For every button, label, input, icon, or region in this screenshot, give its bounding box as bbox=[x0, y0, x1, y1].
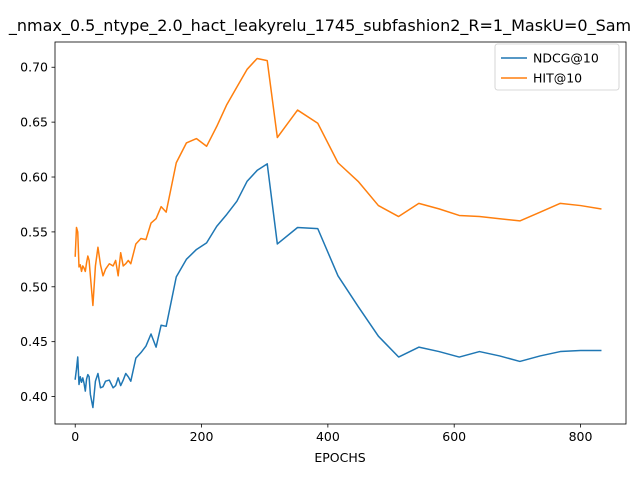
x-axis-ticks: 0 200 400 600 800 bbox=[71, 424, 592, 444]
x-tick-label: 200 bbox=[190, 429, 214, 444]
series-lines bbox=[74, 57, 602, 409]
x-tick-label: 400 bbox=[316, 429, 340, 444]
series-line-0 bbox=[74, 163, 602, 409]
y-tick-label: 0.60 bbox=[20, 170, 48, 185]
chart-title: _nmax_0.5_ntype_2.0_hact_leakyrelu_1745_… bbox=[8, 16, 631, 36]
y-tick-label: 0.50 bbox=[20, 279, 48, 294]
y-tick-label: 0.45 bbox=[20, 334, 48, 349]
y-tick-label: 0.55 bbox=[20, 224, 48, 239]
x-tick-label: 800 bbox=[569, 429, 593, 444]
legend: NDCG@10 HIT@10 bbox=[494, 43, 620, 91]
y-axis-ticks: 0.40 0.45 0.50 0.55 0.60 0.65 0.70 bbox=[20, 60, 55, 404]
legend-label-1: HIT@10 bbox=[533, 71, 582, 86]
axes-border bbox=[54, 41, 627, 425]
x-tick-label: 600 bbox=[442, 429, 466, 444]
y-tick-label: 0.40 bbox=[20, 389, 48, 404]
legend-label-0: NDCG@10 bbox=[533, 51, 599, 66]
axes-frame bbox=[54, 41, 627, 425]
x-axis-label: EPOCHS bbox=[314, 450, 365, 465]
y-tick-label: 0.70 bbox=[20, 60, 48, 75]
series-line-1 bbox=[74, 57, 602, 307]
plot-area bbox=[55, 42, 626, 424]
x-tick-label: 0 bbox=[71, 429, 79, 444]
y-tick-label: 0.65 bbox=[20, 115, 48, 130]
